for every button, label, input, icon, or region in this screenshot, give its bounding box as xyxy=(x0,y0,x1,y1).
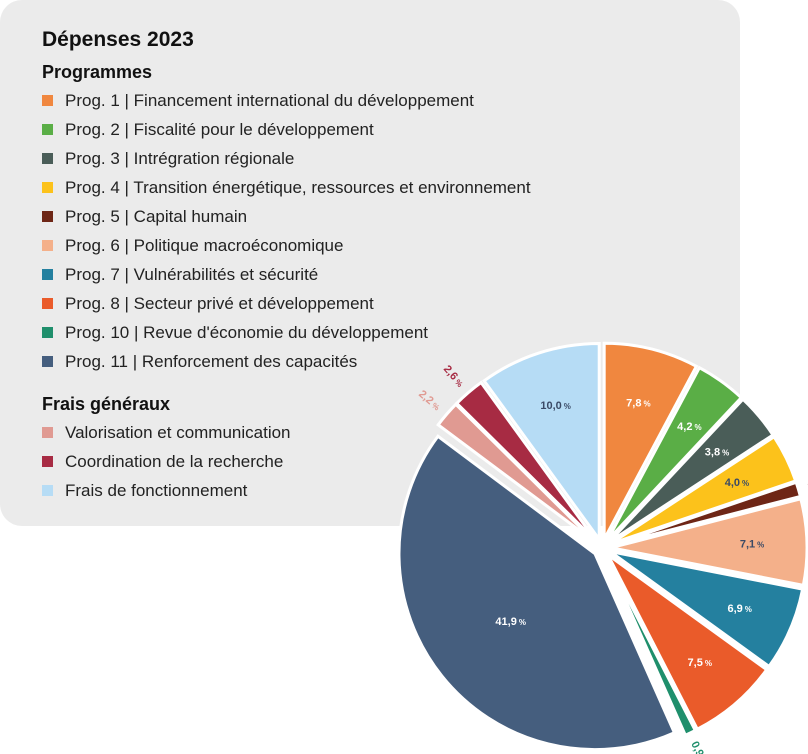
slice-value-label: 7,8% xyxy=(626,397,650,409)
legend-item: Prog. 10 | Revue d'économie du développe… xyxy=(42,318,531,347)
legend-label: Prog. 10 | Revue d'économie du développe… xyxy=(65,322,429,342)
pie-slice xyxy=(397,434,677,752)
legend-item: Prog. 6 | Politique macroéconomique xyxy=(42,231,531,260)
slice-value-label: 3,8% xyxy=(705,446,729,458)
legend-label: Prog. 4 | Transition énergétique, ressou… xyxy=(65,177,531,197)
legend-frais-generaux: Valorisation et communication Coordinatio… xyxy=(42,418,291,505)
slice-value-label: 10,0% xyxy=(540,400,571,412)
legend-swatch xyxy=(42,124,53,135)
slice-value-label: 2,6% xyxy=(441,363,466,389)
pie-slice xyxy=(482,341,601,545)
legend-swatch xyxy=(42,427,53,438)
legend-item: Frais de fonctionnement xyxy=(42,476,291,505)
legend-label: Prog. 5 | Capital humain xyxy=(65,206,248,226)
legend-item: Prog. 7 | Vulnérabilités et sécurité xyxy=(42,260,531,289)
legend-item: Prog. 8 | Secteur privé et développement xyxy=(42,289,531,318)
legend-label: Prog. 11 | Renforcement des capacités xyxy=(65,351,358,371)
legend-label: Prog. 8 | Secteur privé et développement xyxy=(65,293,374,313)
legend-swatch xyxy=(42,485,53,496)
legend-label: Prog. 7 | Vulnérabilités et sécurité xyxy=(65,264,319,284)
legend-group-frais-title: Frais généraux xyxy=(42,394,171,414)
legend-item: Prog. 1 | Financement international du d… xyxy=(42,86,531,115)
pie-slice xyxy=(605,365,744,542)
legend-swatch xyxy=(42,269,53,280)
legend-group-programmes-title: Programmes xyxy=(42,62,153,82)
slice-value-label: 4,0% xyxy=(725,477,749,489)
legend-swatch xyxy=(42,240,53,251)
legend-label: Frais de fonctionnement xyxy=(65,480,248,500)
legend-label: Prog. 6 | Politique macroéconomique xyxy=(65,235,344,255)
legend-swatch xyxy=(42,153,53,164)
slice-value-label: 2,2% xyxy=(416,388,442,413)
chart-title: Dépenses 2023 xyxy=(42,28,194,51)
slice-value-label: 7,1% xyxy=(740,539,764,551)
legend-label: Valorisation et communication xyxy=(65,422,291,442)
slice-value-label: 4,2% xyxy=(677,421,701,433)
slice-value-label: 41,9% xyxy=(495,616,526,628)
legend-swatch xyxy=(42,327,53,338)
legend-swatch xyxy=(42,95,53,106)
legend-item: Prog. 4 | Transition énergétique, ressou… xyxy=(42,173,531,202)
legend-label: Prog. 3 | Intrégration régionale xyxy=(65,148,295,168)
legend-programmes: Prog. 1 | Financement international du d… xyxy=(42,86,531,376)
pie-slice xyxy=(454,380,598,543)
legend-item: Prog. 11 | Renforcement des capacités xyxy=(42,347,531,376)
pie-slice xyxy=(610,480,803,547)
legend-swatch xyxy=(42,211,53,222)
slice-value-label: 7,5% xyxy=(688,657,712,669)
legend-item: Prog. 3 | Intrégration régionale xyxy=(42,144,531,173)
legend-item: Prog. 5 | Capital humain xyxy=(42,202,531,231)
legend-item: Valorisation et communication xyxy=(42,418,291,447)
legend-swatch xyxy=(42,182,53,193)
pie-slice xyxy=(609,550,805,669)
pie-slice xyxy=(610,496,808,588)
legend-label: Prog. 2 | Fiscalité pour le développemen… xyxy=(65,119,374,139)
slice-value-label: 1,2% xyxy=(806,475,808,493)
legend-swatch xyxy=(42,298,53,309)
pie-slice xyxy=(602,341,699,540)
legend-swatch xyxy=(42,356,53,367)
pie-slice xyxy=(604,555,698,738)
slice-value-label: 6,9% xyxy=(727,603,751,615)
pie-slice xyxy=(606,553,769,732)
slice-value-label: 0,9% xyxy=(688,740,709,754)
legend-label: Prog. 1 | Financement international du d… xyxy=(65,90,474,110)
legend-label: Coordination de la recherche xyxy=(65,451,284,471)
pie-slice xyxy=(607,397,776,544)
legend-item: Prog. 2 | Fiscalité pour le développemen… xyxy=(42,115,531,144)
legend-swatch xyxy=(42,456,53,467)
legend-item: Coordination de la recherche xyxy=(42,447,291,476)
